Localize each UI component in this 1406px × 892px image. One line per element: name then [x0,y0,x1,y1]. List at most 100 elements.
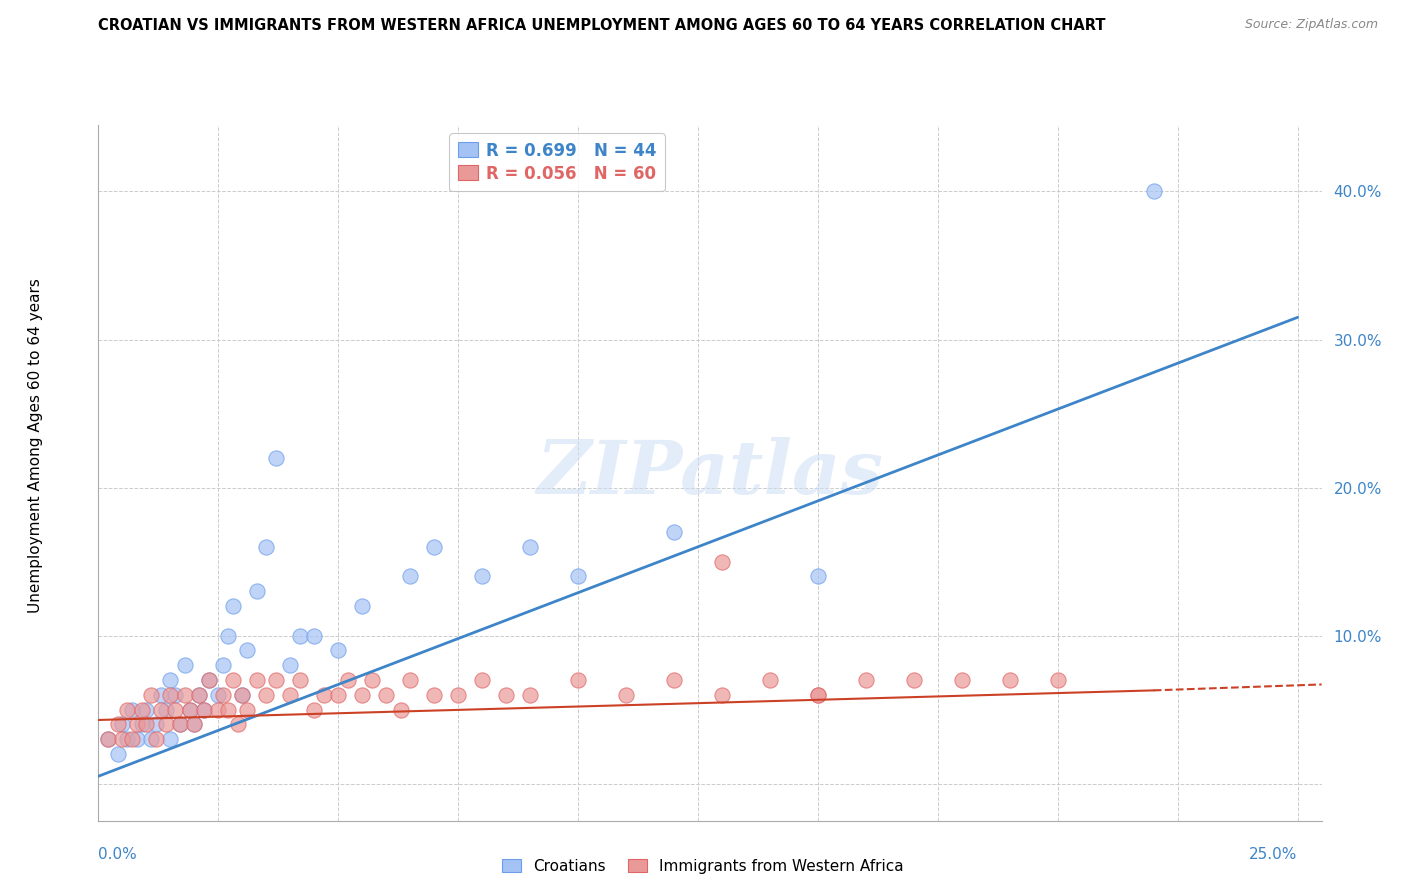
Point [1046,673,1069,687]
Point [179,703,201,717]
Point [165,688,187,702]
Point [495,688,517,702]
Point [264,673,287,687]
Point [149,688,172,702]
Point [389,703,412,717]
Point [304,629,326,643]
Point [519,688,541,702]
Point [207,703,229,717]
Point [217,703,239,717]
Point [759,673,782,687]
Point [169,717,191,731]
Legend: Croatians, Immigrants from Western Africa: Croatians, Immigrants from Western Afric… [496,853,910,880]
Point [352,599,374,613]
Point [145,732,167,747]
Point [278,688,301,702]
Text: CROATIAN VS IMMIGRANTS FROM WESTERN AFRICA UNEMPLOYMENT AMONG AGES 60 TO 64 YEAR: CROATIAN VS IMMIGRANTS FROM WESTERN AFRI… [98,18,1107,33]
Point [236,703,259,717]
Point [312,688,335,702]
Point [159,688,181,702]
Text: ZIPatlas: ZIPatlas [537,436,883,509]
Point [423,540,446,554]
Point [135,703,157,717]
Point [288,629,311,643]
Point [155,717,177,731]
Point [328,688,350,702]
Point [125,732,148,747]
Point [97,732,120,747]
Point [807,569,830,583]
Point [304,703,326,717]
Point [288,673,311,687]
Point [1143,185,1166,199]
Point [135,717,157,731]
Point [173,658,195,673]
Point [193,703,215,717]
Point [807,688,830,702]
Point [567,569,589,583]
Point [131,703,153,717]
Point [188,688,211,702]
Point [998,673,1021,687]
Point [131,717,153,731]
Point [121,732,143,747]
Point [254,688,277,702]
Text: Unemployment Among Ages 60 to 64 years: Unemployment Among Ages 60 to 64 years [28,278,42,614]
Point [173,688,195,702]
Text: Source: ZipAtlas.com: Source: ZipAtlas.com [1244,18,1378,31]
Point [111,717,134,731]
Point [231,688,253,702]
Point [711,688,734,702]
Point [125,717,148,731]
Point [336,673,359,687]
Point [165,703,187,717]
Point [519,540,541,554]
Point [231,688,253,702]
Point [226,717,249,731]
Point [107,717,129,731]
Point [662,673,685,687]
Point [423,688,446,702]
Point [254,540,277,554]
Point [807,688,830,702]
Point [375,688,398,702]
Point [328,643,350,657]
Point [711,555,734,569]
Point [183,717,205,731]
Point [155,703,177,717]
Point [614,688,637,702]
Point [222,673,245,687]
Point [159,673,181,687]
Point [183,717,205,731]
Legend: R = 0.699   N = 44, R = 0.056   N = 60: R = 0.699 N = 44, R = 0.056 N = 60 [450,133,665,191]
Point [264,450,287,465]
Point [145,717,167,731]
Point [121,703,143,717]
Point [567,673,589,687]
Point [141,688,163,702]
Point [217,629,239,643]
Point [222,599,245,613]
Point [197,673,219,687]
Point [141,732,163,747]
Point [399,569,422,583]
Point [950,673,973,687]
Point [246,584,269,599]
Point [360,673,382,687]
Point [197,673,219,687]
Point [207,688,229,702]
Point [159,732,181,747]
Point [188,688,211,702]
Text: 0.0%: 0.0% [98,847,138,863]
Point [212,658,235,673]
Point [278,658,301,673]
Point [193,703,215,717]
Point [179,703,201,717]
Point [352,688,374,702]
Text: 25.0%: 25.0% [1250,847,1298,863]
Point [107,747,129,761]
Point [236,643,259,657]
Point [855,673,877,687]
Point [246,673,269,687]
Point [471,569,494,583]
